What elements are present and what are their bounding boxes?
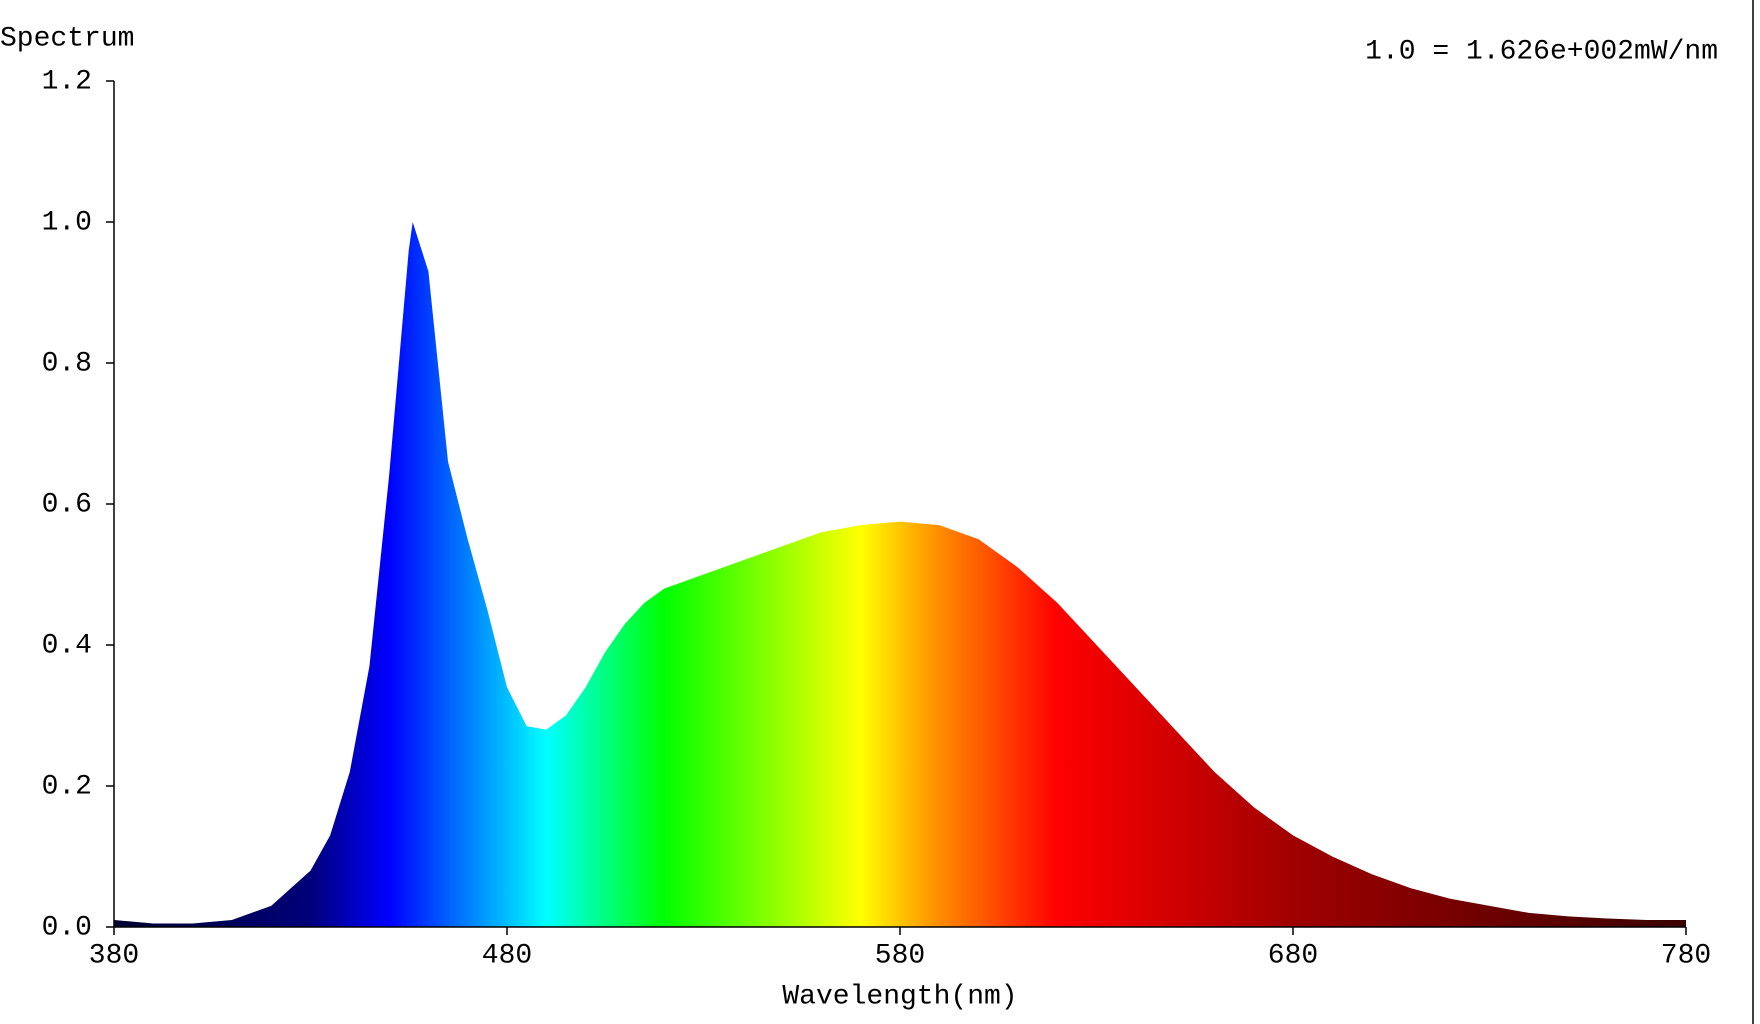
y-tick-label: 0.4 [42,630,92,661]
y-tick-label: 0.8 [42,348,92,379]
y-tick-label: 0.6 [42,489,92,520]
y-tick-label: 0.0 [42,912,92,943]
x-tick-label: 480 [482,940,532,971]
x-tick-label: 380 [89,940,139,971]
y-axis-title: Spectrum [0,23,134,54]
annotation: 1.0 = 1.626e+002mW/nm [1365,36,1718,67]
spectrum-area [114,222,1686,927]
y-tick-label: 1.0 [42,207,92,238]
x-axis-title: Wavelength(nm) [782,981,1017,1012]
x-tick-label: 780 [1661,940,1711,971]
x-tick-label: 580 [875,940,925,971]
x-tick-label: 680 [1268,940,1318,971]
y-tick-label: 0.2 [42,771,92,802]
y-tick-label: 1.2 [42,66,92,97]
